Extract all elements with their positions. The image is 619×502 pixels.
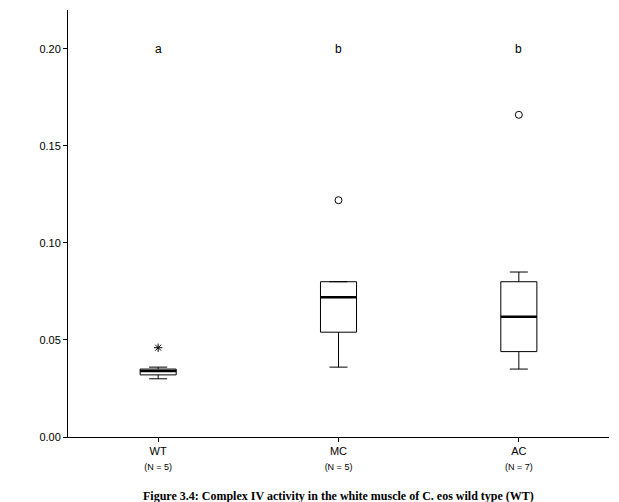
svg-text:WT(N = 5): WT(N = 5) bbox=[144, 445, 172, 471]
svg-text:0.15: 0.15 bbox=[39, 140, 60, 152]
svg-text:0.10: 0.10 bbox=[39, 237, 60, 249]
svg-text:Figure 3.4: Complex IV activit: Figure 3.4: Complex IV activity in the w… bbox=[143, 489, 534, 502]
svg-text:a: a bbox=[155, 42, 162, 56]
svg-text:AC(N = 7): AC(N = 7) bbox=[505, 445, 533, 471]
svg-text:MC(N = 5): MC(N = 5) bbox=[325, 445, 353, 471]
svg-text:0.20: 0.20 bbox=[39, 43, 60, 55]
svg-text:b: b bbox=[335, 42, 342, 56]
svg-text:0.00: 0.00 bbox=[39, 431, 60, 443]
svg-text:b: b bbox=[515, 42, 522, 56]
svg-text:0.05: 0.05 bbox=[39, 334, 60, 346]
